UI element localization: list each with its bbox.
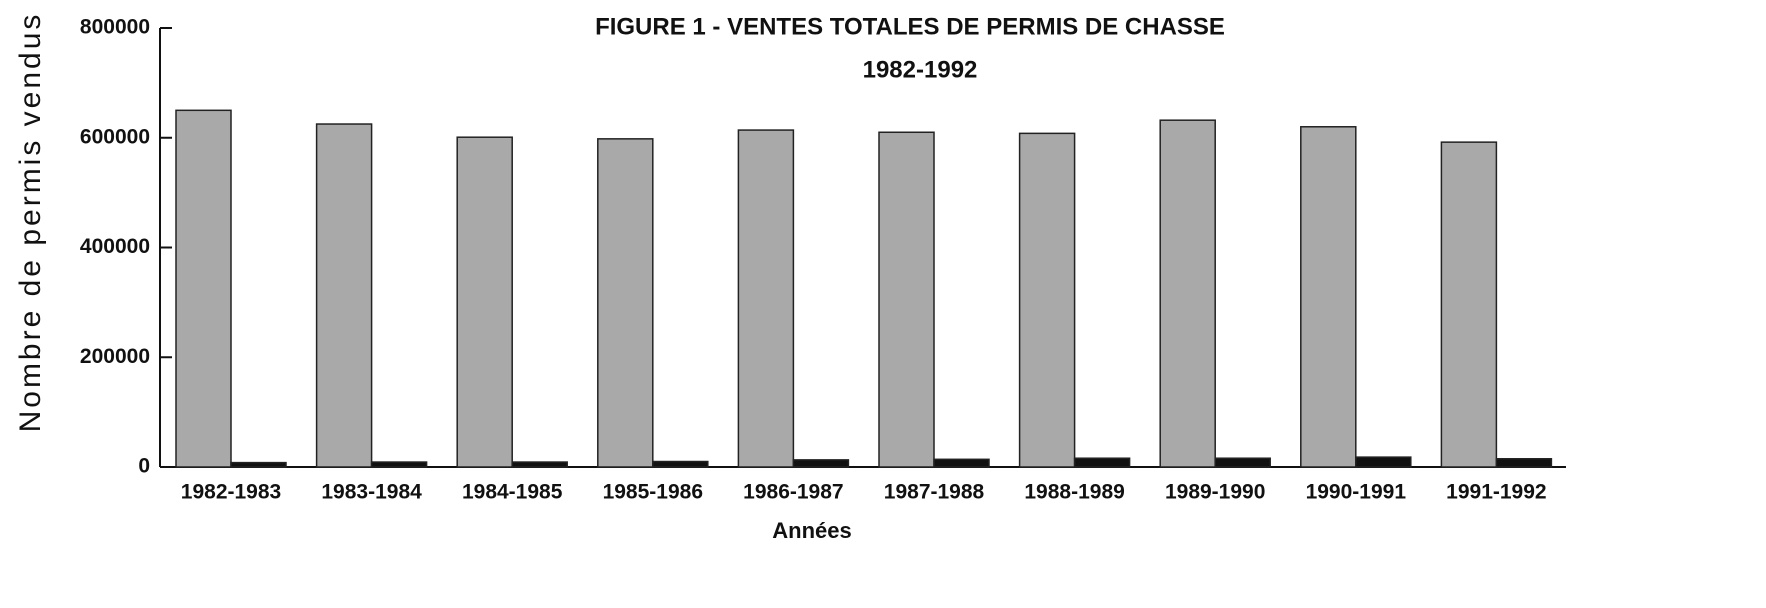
x-tick-label: 1987-1988 xyxy=(884,481,985,504)
bar xyxy=(597,138,654,468)
x-tick-label: 1985-1986 xyxy=(603,481,703,504)
bar xyxy=(370,461,428,468)
x-tick-label: 1988-1989 xyxy=(1024,481,1124,504)
bar xyxy=(652,460,709,468)
bar xyxy=(1018,132,1076,468)
x-axis-label: Années xyxy=(772,518,851,543)
bar xyxy=(456,136,513,468)
bar xyxy=(315,123,373,468)
y-tick-label: 0 xyxy=(138,455,150,478)
x-tick-label: 1986-1987 xyxy=(743,481,843,504)
x-tick-label: 1982-1983 xyxy=(181,481,281,504)
bar xyxy=(792,459,850,468)
bar xyxy=(1495,458,1553,468)
y-tick-label: 600000 xyxy=(80,125,150,148)
x-tick-label: 1984-1985 xyxy=(462,481,563,504)
bar xyxy=(1355,456,1412,468)
bar xyxy=(737,129,795,468)
y-tick-label: 400000 xyxy=(80,235,150,258)
bar xyxy=(1300,126,1357,468)
x-tick-label: 1991-1992 xyxy=(1446,481,1546,504)
bar xyxy=(878,131,935,468)
bar xyxy=(511,461,568,468)
bar xyxy=(933,458,990,468)
chart-subtitle: 1982-1992 xyxy=(863,56,978,83)
bar xyxy=(175,109,232,468)
y-tick-label: 800000 xyxy=(80,16,150,39)
y-axis-label: Nombre de permis vendus xyxy=(14,12,47,433)
y-tick-label: 200000 xyxy=(80,345,150,368)
bar xyxy=(230,461,287,468)
chart-title: FIGURE 1 - VENTES TOTALES DE PERMIS DE C… xyxy=(595,13,1225,40)
x-tick-label: 1983-1984 xyxy=(321,481,422,504)
bar xyxy=(1159,119,1216,468)
bar xyxy=(1214,457,1271,468)
x-tick-label: 1990-1991 xyxy=(1306,481,1407,504)
bar xyxy=(1073,457,1131,468)
x-tick-label: 1989-1990 xyxy=(1165,481,1265,504)
bar xyxy=(1440,141,1498,468)
